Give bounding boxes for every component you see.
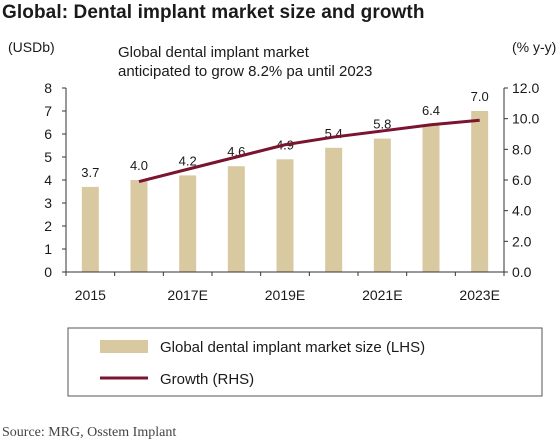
- right-axis-label: (% y-y): [512, 39, 556, 55]
- annotation-line-2: anticipated to grow 8.2% pa until 2023: [118, 63, 372, 80]
- legend-bar-swatch: [100, 340, 148, 353]
- chart-title: Global: Dental implant market size and g…: [2, 2, 425, 23]
- bar-2016: [130, 180, 148, 272]
- right-tick-10.0: 10.0: [512, 111, 539, 127]
- bar-2015: [81, 186, 99, 272]
- legend-line-label: Growth (RHS): [160, 371, 254, 388]
- x-tick-2019E: 2019E: [265, 287, 305, 303]
- x-tick-2021E: 2021E: [362, 287, 402, 303]
- right-tick-0.0: 0.0: [512, 264, 532, 280]
- bar-2018E: [227, 166, 245, 272]
- bar-2020E: [325, 147, 343, 272]
- x-tick-2023E: 2023E: [459, 287, 499, 303]
- left-tick-2: 2: [44, 218, 52, 234]
- x-tick-2017E: 2017E: [167, 287, 207, 303]
- annotation-line-1: Global dental implant market: [118, 44, 310, 61]
- bar-2021E: [373, 138, 391, 272]
- legend-bar-label: Global dental implant market size (LHS): [160, 339, 425, 356]
- x-tick-2015: 2015: [75, 287, 106, 303]
- left-tick-7: 7: [44, 103, 52, 119]
- bar-2019E: [276, 159, 294, 272]
- bar-2022E: [422, 124, 440, 272]
- legend-box: [67, 327, 543, 397]
- data-label-2015: 3.7: [81, 165, 99, 180]
- left-axis-label: (USDb): [8, 39, 55, 55]
- source-note: Source: MRG, Osstem Implant: [2, 425, 177, 440]
- right-tick-2.0: 2.0: [512, 233, 532, 249]
- data-label-2016: 4.0: [130, 158, 148, 173]
- left-tick-3: 3: [44, 195, 52, 211]
- bar-2017E: [179, 175, 197, 272]
- left-tick-6: 6: [44, 126, 52, 142]
- right-tick-4.0: 4.0: [512, 203, 532, 219]
- right-tick-12.0: 12.0: [512, 80, 539, 96]
- left-tick-5: 5: [44, 149, 52, 165]
- left-tick-4: 4: [44, 172, 52, 188]
- plot-area: 3.7 4.0 4.24.6 4.95.45.86.47.00123456780.02…: [44, 80, 539, 303]
- data-label-2023E: 7.0: [471, 89, 489, 104]
- data-label-2022E: 6.4: [422, 103, 440, 118]
- bar-2023E: [471, 111, 489, 272]
- data-label-2017E: 4.2: [179, 153, 197, 168]
- left-tick-8: 8: [44, 80, 52, 96]
- growth-line: [138, 118, 480, 183]
- left-tick-0: 0: [44, 264, 52, 280]
- legend: Global dental implant market size (LHS) …: [67, 327, 543, 397]
- data-label-2021E: 5.8: [373, 117, 391, 132]
- left-tick-1: 1: [44, 241, 52, 257]
- right-tick-8.0: 8.0: [512, 141, 532, 157]
- right-tick-6.0: 6.0: [512, 172, 532, 188]
